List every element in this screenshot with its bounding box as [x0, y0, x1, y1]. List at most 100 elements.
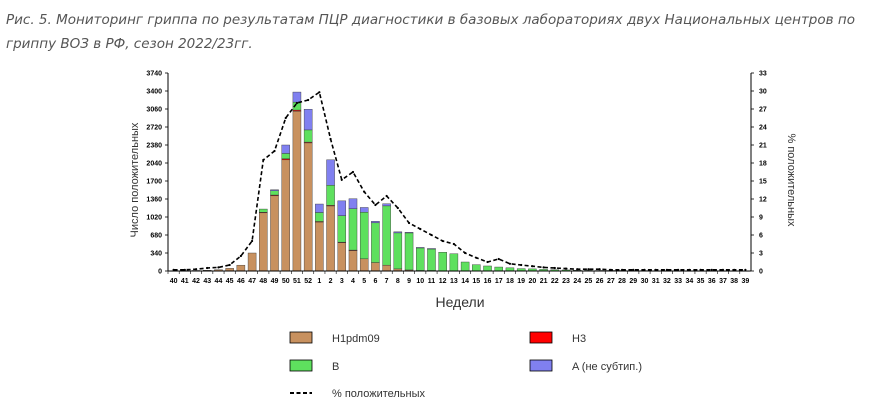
- bar-segment: [337, 200, 347, 216]
- percent-point: [531, 265, 534, 268]
- y-right-tick-label: 21: [759, 143, 767, 150]
- x-tick-label: 9: [407, 278, 411, 285]
- percent-point: [250, 239, 254, 243]
- y-right-tick-label: 33: [759, 71, 767, 78]
- bar-segment: [281, 159, 290, 272]
- x-tick-label: 25: [585, 278, 593, 285]
- x-tick-label: 10: [416, 278, 424, 285]
- x-tick-label: 43: [203, 278, 211, 285]
- percent-point: [654, 268, 657, 271]
- x-tick-label: 50: [282, 278, 290, 285]
- x-tick-label: 39: [741, 278, 749, 285]
- bar-segment: [303, 129, 313, 143]
- bar-segment: [281, 153, 290, 159]
- x-tick-label: 20: [528, 278, 536, 285]
- bar-segment: [359, 258, 369, 272]
- percent-point: [688, 268, 691, 271]
- percent-point: [407, 221, 411, 225]
- bar-segment: [382, 203, 391, 207]
- x-tick-label: 4: [351, 278, 355, 285]
- x-tick-label: 22: [551, 278, 559, 285]
- percent-point: [239, 254, 242, 258]
- bar-segment: [270, 190, 279, 196]
- percent-point: [632, 268, 635, 271]
- percent-point: [721, 268, 725, 271]
- percent-point: [576, 268, 579, 271]
- bar-segment: [326, 205, 335, 272]
- percent-point: [441, 239, 444, 243]
- bar-segment: [494, 266, 503, 272]
- percent-point: [318, 91, 321, 94]
- x-tick-label: 46: [237, 278, 245, 285]
- percent-point: [464, 251, 467, 255]
- y-tick-label: 3060: [146, 107, 162, 114]
- bar-segment: [483, 265, 492, 272]
- y-right-tick-label: 3: [759, 251, 763, 258]
- x-tick-label: 5: [362, 278, 366, 285]
- percent-point: [677, 268, 680, 271]
- bar-segment: [371, 222, 380, 263]
- bar-segment: [449, 253, 459, 271]
- x-tick-label: 1: [317, 278, 321, 285]
- x-tick-label: 2: [329, 278, 333, 285]
- x-tick-label: 21: [540, 278, 548, 285]
- legend-label: B: [332, 361, 339, 373]
- y-right-tick-label: 24: [759, 125, 767, 132]
- percent-point: [665, 268, 669, 271]
- bar-segment: [382, 264, 391, 272]
- x-tick-label: 49: [271, 278, 279, 285]
- percent-point: [520, 263, 523, 267]
- bar-segment: [427, 248, 436, 271]
- y-tick-label: 2380: [146, 143, 162, 150]
- bar-segment: [247, 252, 257, 272]
- x-tick-label: 51: [293, 278, 301, 285]
- x-tick-label: 52: [304, 278, 312, 285]
- bar-segment: [315, 212, 324, 222]
- bar-segment: [393, 232, 403, 270]
- bar-segment: [303, 142, 313, 272]
- bar-segment: [359, 212, 369, 260]
- y-right-tick-label: 12: [759, 197, 767, 204]
- bar-segment: [438, 252, 447, 271]
- legend-label: % положительных: [332, 388, 426, 400]
- x-tick-label: 12: [439, 278, 447, 285]
- percent-point: [172, 268, 175, 271]
- bar-segment: [270, 189, 279, 192]
- bar-segment: [281, 144, 290, 154]
- percent-point: [508, 262, 512, 265]
- x-tick-label: 44: [215, 278, 223, 285]
- legend-label: H3: [572, 333, 586, 345]
- x-axis-title: Недели: [435, 294, 484, 310]
- percent-point: [217, 266, 220, 269]
- x-tick-label: 16: [484, 278, 492, 285]
- percent-point: [486, 260, 489, 264]
- bar-segment: [326, 159, 335, 186]
- bar-segment: [315, 221, 324, 272]
- y-right-tick-label: 9: [759, 215, 763, 222]
- x-tick-label: 32: [663, 278, 671, 285]
- x-tick-label: 40: [170, 278, 178, 285]
- percent-point: [620, 268, 624, 271]
- bar-segment: [371, 262, 380, 272]
- x-tick-label: 11: [428, 278, 436, 285]
- x-tick-label: 28: [618, 278, 626, 285]
- bar-segment: [292, 91, 302, 103]
- x-tick-label: 18: [506, 278, 514, 285]
- x-tick-label: 38: [730, 278, 738, 285]
- percent-point: [363, 190, 366, 193]
- x-tick-label: 31: [652, 278, 660, 285]
- percent-point: [374, 203, 377, 207]
- bar-segment: [393, 231, 403, 234]
- x-tick-label: 8: [396, 278, 400, 285]
- percent-point: [273, 149, 276, 153]
- percent-point: [587, 268, 590, 271]
- legend-item: A (не субтип.): [529, 359, 642, 373]
- percent-point: [598, 268, 601, 271]
- y-tick-label: 680: [150, 233, 162, 240]
- bar-segment: [472, 264, 481, 272]
- y-axis-title-left: Число положительных: [129, 122, 141, 237]
- percent-point: [295, 101, 299, 105]
- percent-point: [542, 266, 545, 269]
- x-tick-label: 13: [450, 278, 458, 285]
